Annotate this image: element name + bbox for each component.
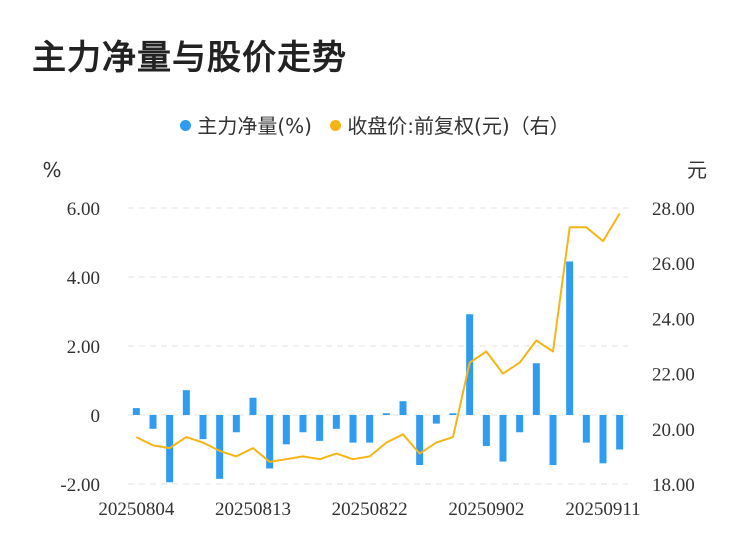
left-tick-label: 0 (91, 406, 101, 427)
net-volume-bar (216, 415, 224, 479)
right-tick-label: 18.00 (652, 475, 695, 496)
net-volume-bar (566, 261, 574, 415)
net-volume-bar (332, 415, 340, 429)
net-volume-bar (182, 390, 190, 415)
net-volume-bar (132, 408, 140, 415)
x-tick-label: 20250804 (98, 499, 175, 520)
net-volume-bar (199, 415, 207, 440)
legend-label-close-price: 收盘价:前复权(元)（右） (347, 114, 570, 138)
net-volume-bar (282, 415, 290, 445)
net-volume-bar (532, 363, 540, 415)
net-volume-bar (549, 415, 557, 466)
net-volume-bar (482, 415, 490, 447)
net-volume-bar (399, 401, 407, 415)
net-volume-bar (616, 415, 624, 450)
left-tick-label: -2.00 (60, 475, 100, 496)
x-tick-label: 20250911 (565, 499, 640, 520)
right-tick-label: 20.00 (652, 420, 695, 441)
net-volume-bar (499, 415, 507, 462)
legend-label-net-volume: 主力净量(%) (197, 114, 312, 138)
legend-item-net-volume[interactable]: 主力净量(%) (180, 110, 312, 139)
net-volume-bar (149, 415, 157, 429)
legend-dot-net-volume-icon (180, 120, 192, 131)
right-tick-label: 24.00 (652, 309, 695, 330)
net-volume-bar (432, 415, 440, 424)
net-volume-bar (582, 415, 590, 443)
net-volume-bar (266, 415, 274, 469)
left-tick-label: 2.00 (67, 337, 100, 358)
net-volume-bar (416, 415, 424, 466)
x-tick-label: 20250822 (332, 499, 408, 520)
net-volume-bar (316, 415, 324, 441)
legend: 主力净量(%) 收盘价:前复权(元)（右） (0, 110, 750, 139)
net-volume-bar (599, 415, 607, 464)
legend-dot-close-price-icon (330, 120, 342, 131)
net-volume-bar (232, 415, 240, 433)
left-axis-unit: % (42, 158, 61, 182)
chart-title: 主力净量与股价走势 (32, 38, 347, 78)
net-volume-bar (516, 415, 524, 433)
right-axis-unit: 元 (687, 158, 707, 182)
net-volume-bar (382, 413, 390, 415)
legend-item-close-price[interactable]: 收盘价:前复权(元)（右） (330, 110, 570, 139)
net-volume-bar (249, 397, 257, 415)
net-volume-bar (299, 415, 307, 433)
right-tick-label: 22.00 (652, 365, 695, 386)
right-tick-label: 26.00 (652, 254, 695, 275)
x-tick-label: 20250902 (448, 499, 524, 520)
net-volume-bar (449, 413, 457, 415)
x-tick-label: 20250813 (215, 499, 291, 520)
close-price-line (135, 212, 621, 463)
net-volume-bar (366, 415, 374, 443)
left-tick-label: 6.00 (67, 199, 100, 220)
left-tick-label: 4.00 (67, 268, 100, 289)
net-volume-bar (349, 415, 357, 443)
right-tick-label: 28.00 (652, 199, 695, 220)
